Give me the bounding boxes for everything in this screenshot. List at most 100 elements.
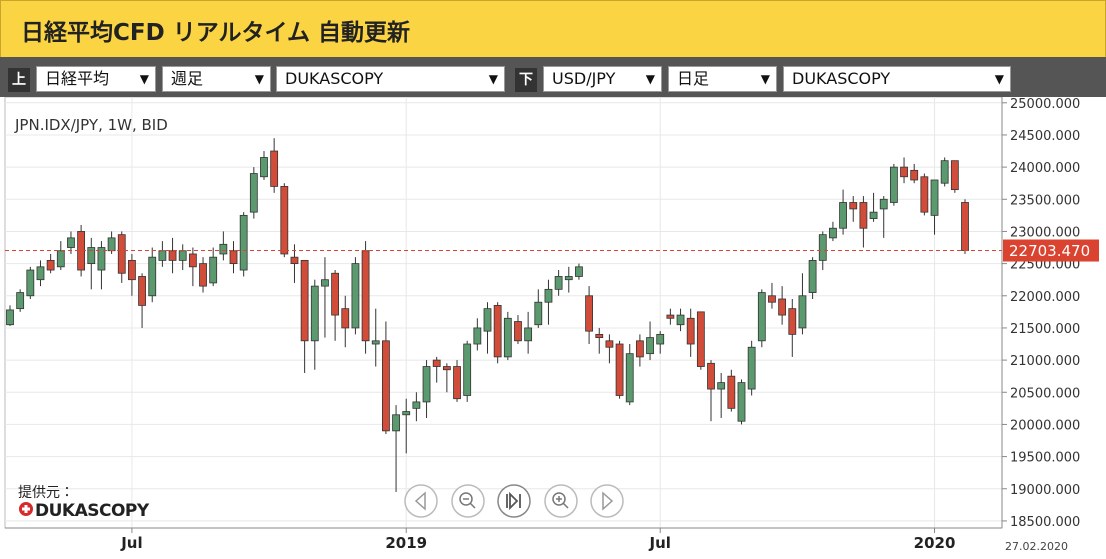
candle-body xyxy=(249,173,258,213)
candle-body xyxy=(950,160,959,191)
candle-body xyxy=(97,247,106,271)
candle-body xyxy=(615,343,624,396)
candle-body xyxy=(686,317,695,345)
lower-marker: 下 xyxy=(515,68,537,92)
select-text: USD/JPY xyxy=(552,69,616,88)
select-text: DUKASCOPY xyxy=(285,69,384,88)
candle-body xyxy=(635,340,644,358)
candle-body xyxy=(148,256,157,297)
candle-body xyxy=(849,202,858,210)
candle-body xyxy=(361,250,370,342)
candle-body xyxy=(859,202,868,229)
index-select[interactable]: 日経平均 ▼ xyxy=(36,66,156,92)
candle-body xyxy=(503,317,512,358)
source-select[interactable]: DUKASCOPY ▼ xyxy=(783,66,1011,92)
candle-body xyxy=(188,253,197,268)
candle-body xyxy=(696,311,705,367)
candle-body xyxy=(331,272,340,316)
candle-body xyxy=(514,321,522,342)
nav-back[interactable] xyxy=(404,484,438,518)
candle-body xyxy=(412,401,421,409)
last-price-box xyxy=(1003,239,1099,262)
candle-body xyxy=(229,250,238,265)
y-tick-label: 22000.000 xyxy=(1010,290,1080,305)
reset-view[interactable] xyxy=(497,484,531,518)
logo-text: DUKASCOPY xyxy=(35,501,150,521)
candle-body xyxy=(260,157,268,178)
candle-body xyxy=(6,309,14,326)
y-tick-label: 23000.000 xyxy=(1010,225,1080,240)
select-text: DUKASCOPY xyxy=(792,69,891,88)
select-text: 日足 xyxy=(677,69,710,88)
candle-body xyxy=(341,308,350,329)
candle-body xyxy=(575,266,583,277)
upper-marker: 上 xyxy=(8,68,30,92)
candle-body xyxy=(829,227,837,239)
provider-logo: DUKASCOPY xyxy=(19,501,150,521)
header-bar: 日経平均CFD リアルタイム 自動更新 xyxy=(0,0,1106,57)
candle-body xyxy=(564,276,573,281)
candle-body xyxy=(625,353,634,403)
candle-body xyxy=(961,202,969,251)
candle-body xyxy=(900,166,908,178)
candle-body xyxy=(605,340,614,348)
candle-body xyxy=(402,411,411,416)
y-tick-label: 21500.000 xyxy=(1010,322,1080,337)
candle-body xyxy=(239,214,248,271)
candle-body xyxy=(666,314,675,319)
candle-body xyxy=(16,292,25,310)
candle-body xyxy=(839,202,847,229)
candle-body xyxy=(392,414,400,432)
candle-body xyxy=(178,250,187,261)
candle-body xyxy=(290,256,299,265)
candle-body xyxy=(656,333,665,345)
candle-body xyxy=(87,247,96,265)
date-label: 27.02.2020 xyxy=(1005,540,1068,553)
plot-area xyxy=(4,97,1003,529)
index-select[interactable]: USD/JPY ▼ xyxy=(543,66,662,92)
candle-body xyxy=(270,150,279,187)
candle-body xyxy=(209,256,218,284)
candle-body xyxy=(910,169,919,181)
candle-body xyxy=(493,305,502,358)
y-tick-label: 24000.000 xyxy=(1010,161,1080,176)
candle-body xyxy=(382,340,390,432)
y-tick-label: 24500.000 xyxy=(1010,129,1080,144)
candle-body xyxy=(757,292,766,342)
x-tick-label: 2019 xyxy=(385,534,427,552)
grid xyxy=(5,97,1002,528)
candle-body xyxy=(818,234,827,261)
candles xyxy=(5,138,1002,492)
candle-body xyxy=(463,343,472,396)
candle-body xyxy=(798,295,807,329)
x-tick-label: Jul xyxy=(649,534,671,552)
period-select[interactable]: 日足 ▼ xyxy=(668,66,777,92)
candle-body xyxy=(768,295,776,303)
candle-body xyxy=(422,366,431,403)
candle-body xyxy=(67,237,75,248)
candle-body xyxy=(168,250,177,261)
candle-body xyxy=(940,160,949,184)
candle-body xyxy=(483,308,492,332)
candle-body xyxy=(117,234,126,274)
nav-forward[interactable] xyxy=(590,484,624,518)
candle-body xyxy=(534,301,543,326)
candle-body xyxy=(930,179,939,216)
candle-body xyxy=(585,295,593,332)
candle-body xyxy=(879,198,888,210)
candle-body xyxy=(869,211,878,219)
candle-body xyxy=(473,327,482,345)
chart: JPN.IDX/JPY, 1W, BID 27.02.2020 提供元： DUK… xyxy=(4,97,1099,553)
candle-body xyxy=(453,366,461,400)
source-select[interactable]: DUKASCOPY ▼ xyxy=(276,66,505,92)
header-title: 日経平均CFD リアルタイム 自動更新 xyxy=(21,20,411,46)
period-select[interactable]: 週足 ▼ xyxy=(162,66,271,92)
y-tick-label: 21000.000 xyxy=(1010,354,1080,369)
candle-body xyxy=(280,186,289,255)
symbol-label: JPN.IDX/JPY, 1W, BID xyxy=(14,116,168,134)
candle-body xyxy=(920,176,929,213)
zoom-out[interactable] xyxy=(451,484,485,518)
zoom-in[interactable] xyxy=(544,484,578,518)
